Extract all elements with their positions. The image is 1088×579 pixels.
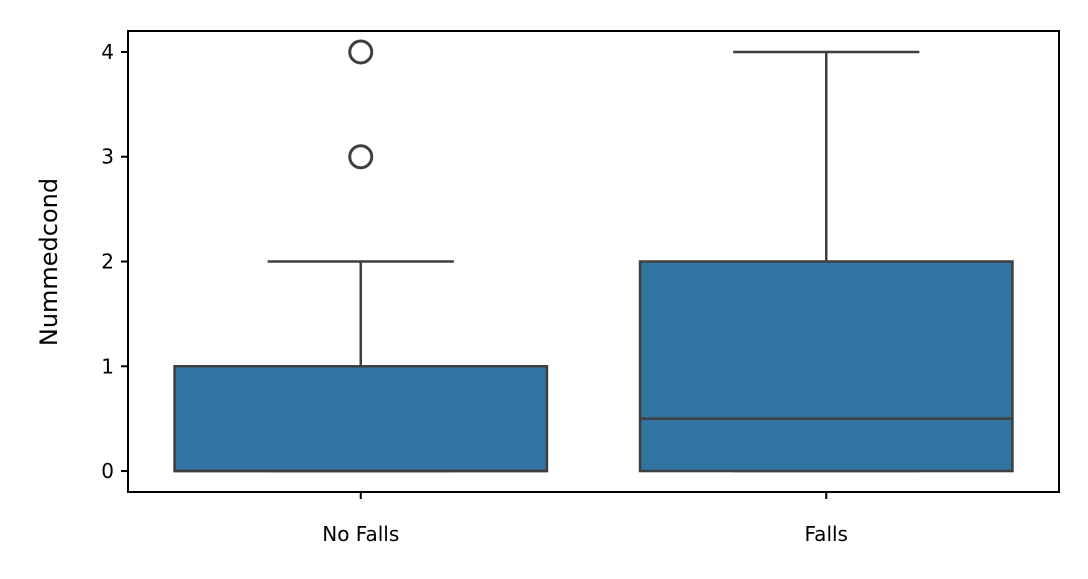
box-group xyxy=(638,50,1014,473)
x-tick-label: No Falls xyxy=(322,522,399,546)
boxes-layer xyxy=(173,39,1014,473)
box-group xyxy=(173,39,549,473)
box-iqr xyxy=(638,260,1014,473)
y-tick-label: 1 xyxy=(101,354,114,378)
outlier-point xyxy=(348,144,374,170)
y-tick-label: 3 xyxy=(101,145,114,169)
y-tick-label: 4 xyxy=(101,40,114,64)
y-axis: 0 1 2 3 4 xyxy=(101,40,128,483)
y-tick-label: 2 xyxy=(101,250,114,274)
outlier-point xyxy=(348,39,374,65)
x-tick-label: Falls xyxy=(805,522,848,546)
y-tick-label: 0 xyxy=(101,459,114,483)
y-axis-label: Nummedcond xyxy=(35,178,63,346)
x-axis: No Falls Falls xyxy=(322,492,848,546)
box-iqr xyxy=(173,365,549,473)
